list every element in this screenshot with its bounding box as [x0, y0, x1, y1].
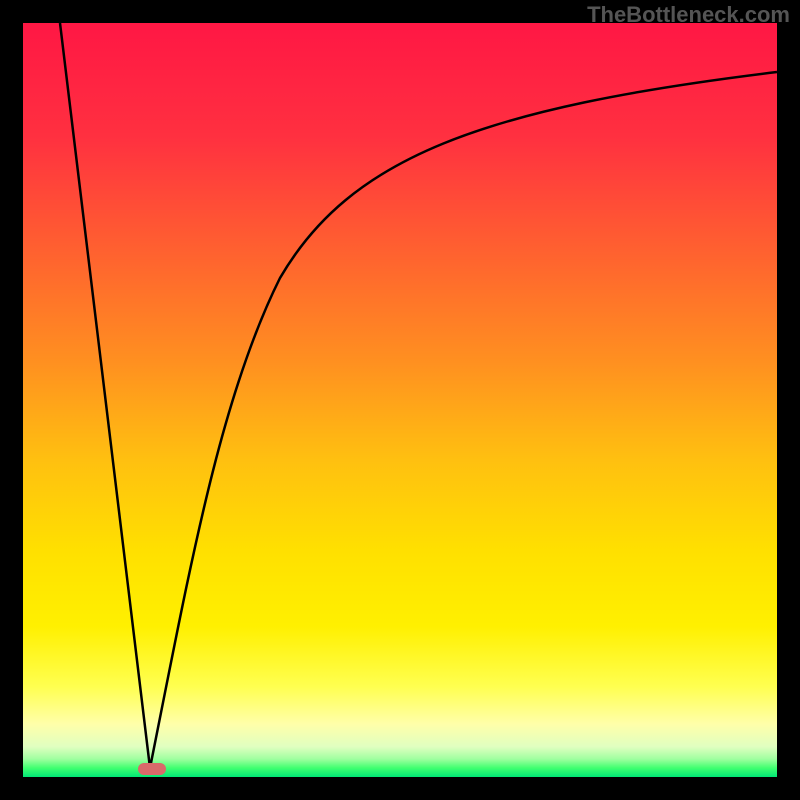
- chart-plot-background: [23, 23, 777, 777]
- optimal-zone-marker: [138, 763, 166, 775]
- bottleneck-chart: [0, 0, 800, 800]
- chart-container: TheBottleneck.com: [0, 0, 800, 800]
- watermark-label: TheBottleneck.com: [587, 2, 790, 28]
